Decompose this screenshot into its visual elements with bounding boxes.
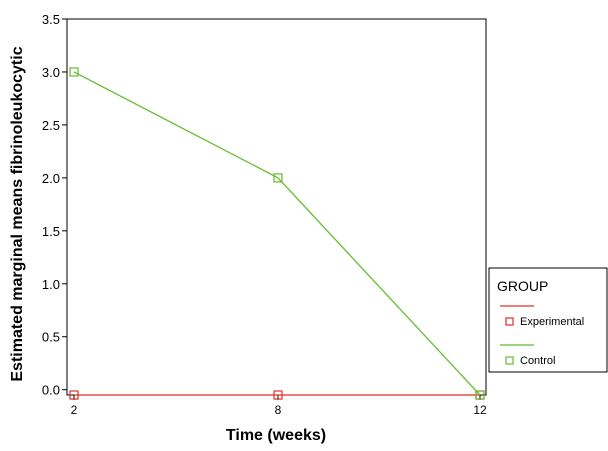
plot-area: 0.0 0.5 1.0 1.5 2.0 2.5 3.0 3.5 2 8 12 (42, 12, 487, 417)
x-tick-label: 12 (473, 403, 487, 417)
y-tick-label: 2.0 (42, 171, 60, 186)
y-axis-label: Estimated marginal means fibrinoleukocyt… (9, 46, 26, 381)
legend-label-control: Control (520, 355, 555, 367)
legend-label-experimental: Experimental (520, 316, 584, 328)
y-tick-label: 2.5 (42, 118, 60, 133)
legend-title: GROUP (497, 278, 548, 294)
legend: GROUP Experimental Control (488, 267, 608, 373)
data-point-experimental (69, 390, 79, 400)
series-line-control (73, 71, 481, 396)
data-point-control (273, 173, 283, 183)
legend-marker-control (505, 356, 514, 365)
y-tick-label: 1.0 (42, 277, 60, 292)
y-tick-label: 0.5 (42, 330, 60, 345)
x-tick-label: 8 (275, 403, 282, 417)
x-axis-label: Time (weeks) (226, 427, 326, 444)
x-tick-label: 2 (71, 403, 78, 417)
data-point-experimental (273, 390, 283, 400)
y-tick-label: 1.5 (42, 224, 60, 239)
legend-box (488, 267, 608, 373)
y-tick-label: 3.0 (42, 65, 60, 80)
data-point-control (475, 390, 485, 400)
plot-frame (66, 18, 487, 396)
legend-marker-experimental (505, 317, 514, 326)
y-tick-label: 3.5 (42, 12, 60, 27)
y-tick-label: 0.0 (42, 383, 60, 398)
data-point-control (69, 67, 79, 77)
